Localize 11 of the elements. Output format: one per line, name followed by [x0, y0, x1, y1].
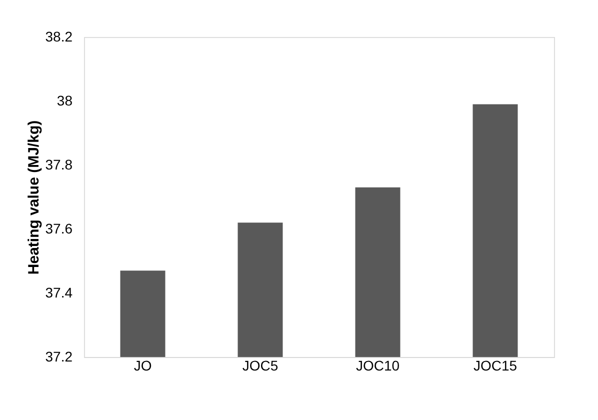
x-tick-label: JOC15 — [473, 358, 518, 374]
x-tick-label: JOC10 — [356, 358, 400, 374]
y-tick-label: 37.4 — [45, 284, 73, 300]
y-tick-label: 38 — [56, 92, 73, 108]
y-axis-title: Heating value (MJ/kg) — [25, 120, 42, 275]
y-tick-label: 37.8 — [45, 156, 73, 172]
y-tick-label: 38.2 — [45, 28, 73, 44]
y-tick-label: 37.6 — [45, 220, 73, 236]
x-tick-label: JOC5 — [242, 358, 278, 374]
y-tick-label: 37.2 — [45, 348, 73, 364]
x-tick-label: JO — [134, 358, 152, 374]
